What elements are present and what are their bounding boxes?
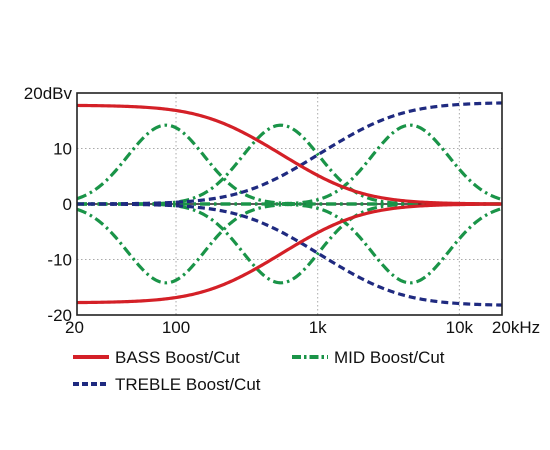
bass-cut-curve [76, 202, 503, 305]
x-tick-label: 20 [65, 318, 84, 337]
treble-cut-curve [76, 202, 503, 307]
x-tick-label: 1k [309, 318, 327, 337]
x-tick-label: 20kHz [492, 318, 540, 337]
y-tick-label: 0 [63, 195, 72, 214]
x-tick-labels: 20 100 1k 10k 20kHz [65, 318, 540, 337]
y-tick-label: 20dBv [24, 84, 73, 103]
legend-label-1: BASS Boost/Cut [115, 348, 240, 367]
x-tick-label: 100 [162, 318, 190, 337]
y-tick-label: -10 [47, 251, 72, 270]
x-tick-label: 10k [446, 318, 474, 337]
legend-label-3: TREBLE Boost/Cut [115, 375, 261, 394]
legend-label-2: MID Boost/Cut [334, 348, 445, 367]
legend: BASS Boost/Cut MID Boost/Cut TREBLE Boost/… [73, 348, 445, 394]
y-tick-label: 10 [53, 140, 72, 159]
y-tick-label: -20 [47, 306, 72, 325]
bass-boost-curve [76, 103, 503, 206]
curves [76, 101, 503, 307]
y-tick-labels: 20dBv 10 0 -10 -20 [24, 84, 73, 325]
plot-frame [76, 92, 503, 316]
